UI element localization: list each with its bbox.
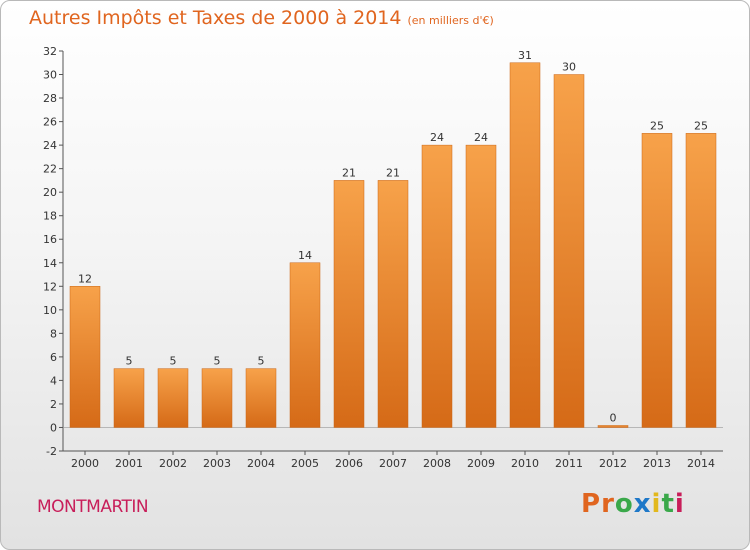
y-tick-label: 12 <box>43 280 57 293</box>
bar <box>597 425 629 428</box>
bar-value-label: 0 <box>610 411 617 424</box>
x-tick-label: 2013 <box>643 457 671 470</box>
bar <box>377 180 409 428</box>
bar <box>553 74 585 428</box>
unit-note: (en milliers d'€) <box>407 14 494 27</box>
bar <box>289 262 321 428</box>
bar <box>421 144 453 428</box>
bar-value-label: 5 <box>258 355 265 368</box>
chart-title-text: Autres Impôts et Taxes de 2000 à 2014 <box>29 7 402 29</box>
x-tick-label: 2005 <box>291 457 319 470</box>
bar-value-label: 25 <box>650 119 664 132</box>
bar <box>685 133 717 428</box>
bar <box>113 368 145 428</box>
x-tick-label: 2004 <box>247 457 275 470</box>
bar <box>509 62 541 428</box>
y-tick-label: 30 <box>43 69 57 82</box>
y-tick-label: 14 <box>43 257 57 270</box>
commune-name: MONTMARTIN <box>37 497 149 517</box>
bar-value-label: 5 <box>214 355 221 368</box>
bar-value-label: 21 <box>342 166 356 179</box>
y-tick-label: 26 <box>43 116 57 129</box>
bar <box>333 180 365 428</box>
bar-value-label: 21 <box>386 166 400 179</box>
bar-value-label: 31 <box>518 49 532 62</box>
y-tick-label: 18 <box>43 210 57 223</box>
x-tick-label: 2014 <box>687 457 715 470</box>
bar-value-label: 12 <box>78 272 92 285</box>
y-tick-label: 28 <box>43 92 57 105</box>
logo-letter: P <box>581 489 602 519</box>
bar-value-label: 5 <box>126 355 133 368</box>
y-tick-label: -2 <box>46 445 57 458</box>
y-tick-label: 24 <box>43 139 57 152</box>
x-tick-label: 2006 <box>335 457 363 470</box>
bar <box>157 368 189 428</box>
y-tick-label: 22 <box>43 163 57 176</box>
x-tick-label: 2003 <box>203 457 231 470</box>
x-tick-label: 2001 <box>115 457 143 470</box>
bar-value-label: 24 <box>474 131 488 144</box>
bar-value-label: 24 <box>430 131 444 144</box>
x-tick-label: 2012 <box>599 457 627 470</box>
logo-letter: i <box>674 489 685 519</box>
bar <box>641 133 673 428</box>
y-tick-label: 8 <box>50 327 57 340</box>
x-tick-label: 2009 <box>467 457 495 470</box>
logo-letter: x <box>633 489 652 519</box>
logo-letter: o <box>614 489 634 519</box>
bar-value-label: 5 <box>170 355 177 368</box>
x-tick-label: 2008 <box>423 457 451 470</box>
y-tick-label: 20 <box>43 186 57 199</box>
y-tick-label: 2 <box>50 398 57 411</box>
y-tick-label: 32 <box>43 45 57 58</box>
proxiti-logo: Proxiti <box>581 489 685 519</box>
x-tick-label: 2002 <box>159 457 187 470</box>
x-tick-label: 2000 <box>71 457 99 470</box>
bar <box>69 286 101 428</box>
y-tick-label: 0 <box>50 421 57 434</box>
y-tick-label: 10 <box>43 304 57 317</box>
y-tick-label: 16 <box>43 233 57 246</box>
logo-letter: r <box>601 489 615 519</box>
logo-letter: i <box>651 489 662 519</box>
bar-value-label: 25 <box>694 119 708 132</box>
bar-value-label: 30 <box>562 61 576 74</box>
bar <box>201 368 233 428</box>
x-tick-label: 2010 <box>511 457 539 470</box>
bar <box>465 144 497 428</box>
y-tick-label: 6 <box>50 351 57 364</box>
x-tick-label: 2011 <box>555 457 583 470</box>
logo-letter: t <box>661 489 675 519</box>
x-tick-label: 2007 <box>379 457 407 470</box>
y-tick-label: 4 <box>50 374 57 387</box>
bar <box>245 368 277 428</box>
chart-title: Autres Impôts et Taxes de 2000 à 2014 (en… <box>29 7 494 29</box>
bar-value-label: 14 <box>298 249 312 262</box>
